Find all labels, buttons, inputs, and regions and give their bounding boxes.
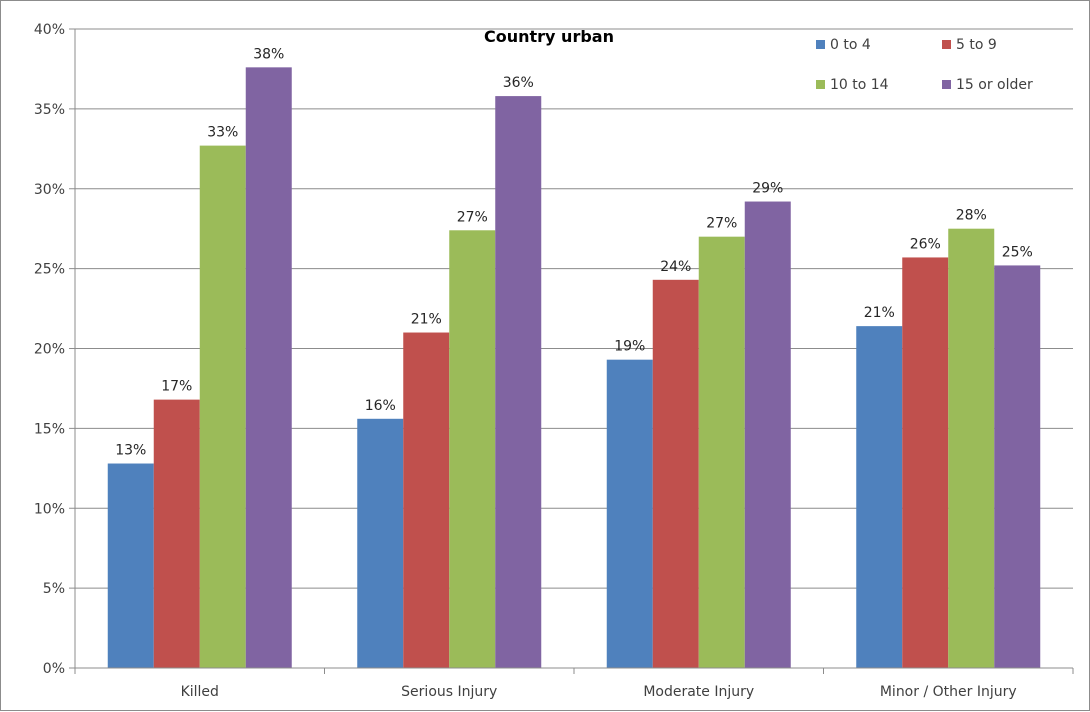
data-label: 24% <box>660 259 691 275</box>
y-tick-label: 5% <box>43 581 65 597</box>
data-label: 27% <box>457 209 488 225</box>
x-tick-label: Minor / Other Injury <box>880 684 1017 700</box>
bar <box>153 399 200 668</box>
data-label: 17% <box>161 379 192 395</box>
data-label: 27% <box>706 216 737 232</box>
y-axis: 0% 5% 10% 15% 20% 25% 30% 35% 40% <box>34 22 76 677</box>
data-label: 19% <box>614 339 645 355</box>
y-tick-label: 10% <box>34 501 65 517</box>
data-label: 28% <box>956 208 987 224</box>
legend-swatch <box>942 80 951 89</box>
bar <box>357 418 404 668</box>
data-labels: 13% 17% 33% 38% 16% 21% 27% 36% 19% 24% 27% 29% 21% 2… <box>115 46 1033 458</box>
y-tick-label: 20% <box>34 342 65 358</box>
y-tick-label: 35% <box>34 102 65 118</box>
bar <box>744 201 791 668</box>
data-label: 29% <box>752 181 783 197</box>
x-tick-label: Serious Injury <box>401 684 497 700</box>
bar <box>652 279 699 668</box>
bar <box>994 265 1041 668</box>
data-label: 13% <box>115 443 146 459</box>
y-tick-label: 40% <box>34 22 65 38</box>
data-label: 33% <box>207 125 238 141</box>
x-tick-label: Killed <box>181 684 219 700</box>
bar <box>856 326 903 668</box>
data-label: 36% <box>503 75 534 91</box>
data-label: 21% <box>864 305 895 321</box>
chart-title: Country urban <box>484 27 614 46</box>
data-label: 38% <box>253 46 284 62</box>
bar <box>449 230 496 668</box>
legend-label: 0 to 4 <box>830 37 871 53</box>
data-label: 16% <box>365 398 396 414</box>
bar <box>403 332 450 668</box>
bar <box>606 359 653 668</box>
bar <box>698 236 745 669</box>
y-tick-label: 15% <box>34 421 65 437</box>
legend-item: 5 to 9 <box>942 37 997 53</box>
bar <box>199 145 246 668</box>
bar <box>245 67 292 669</box>
legend: 0 to 4 5 to 9 10 to 14 15 or older <box>816 37 1033 93</box>
data-label: 21% <box>411 312 442 328</box>
x-tick-label: Moderate Injury <box>643 684 754 700</box>
legend-item: 10 to 14 <box>816 77 889 93</box>
legend-swatch <box>816 80 825 89</box>
legend-item: 0 to 4 <box>816 37 871 53</box>
y-tick-label: 25% <box>34 262 65 278</box>
legend-swatch <box>942 40 951 49</box>
x-axis: Killed Serious Injury Moderate Injury Minor… <box>74 667 1074 700</box>
bar <box>107 463 154 668</box>
y-tick-label: 0% <box>43 661 65 677</box>
legend-label: 10 to 14 <box>830 77 889 93</box>
data-label: 25% <box>1002 244 1033 260</box>
legend-item: 15 or older <box>942 77 1033 93</box>
legend-label: 15 or older <box>956 77 1033 93</box>
y-tick-label: 30% <box>34 182 65 198</box>
bar <box>902 257 949 668</box>
bar <box>948 228 995 668</box>
legend-label: 5 to 9 <box>956 37 997 53</box>
bars <box>107 67 1041 669</box>
data-label: 26% <box>910 236 941 252</box>
bar <box>495 96 542 669</box>
legend-swatch <box>816 40 825 49</box>
